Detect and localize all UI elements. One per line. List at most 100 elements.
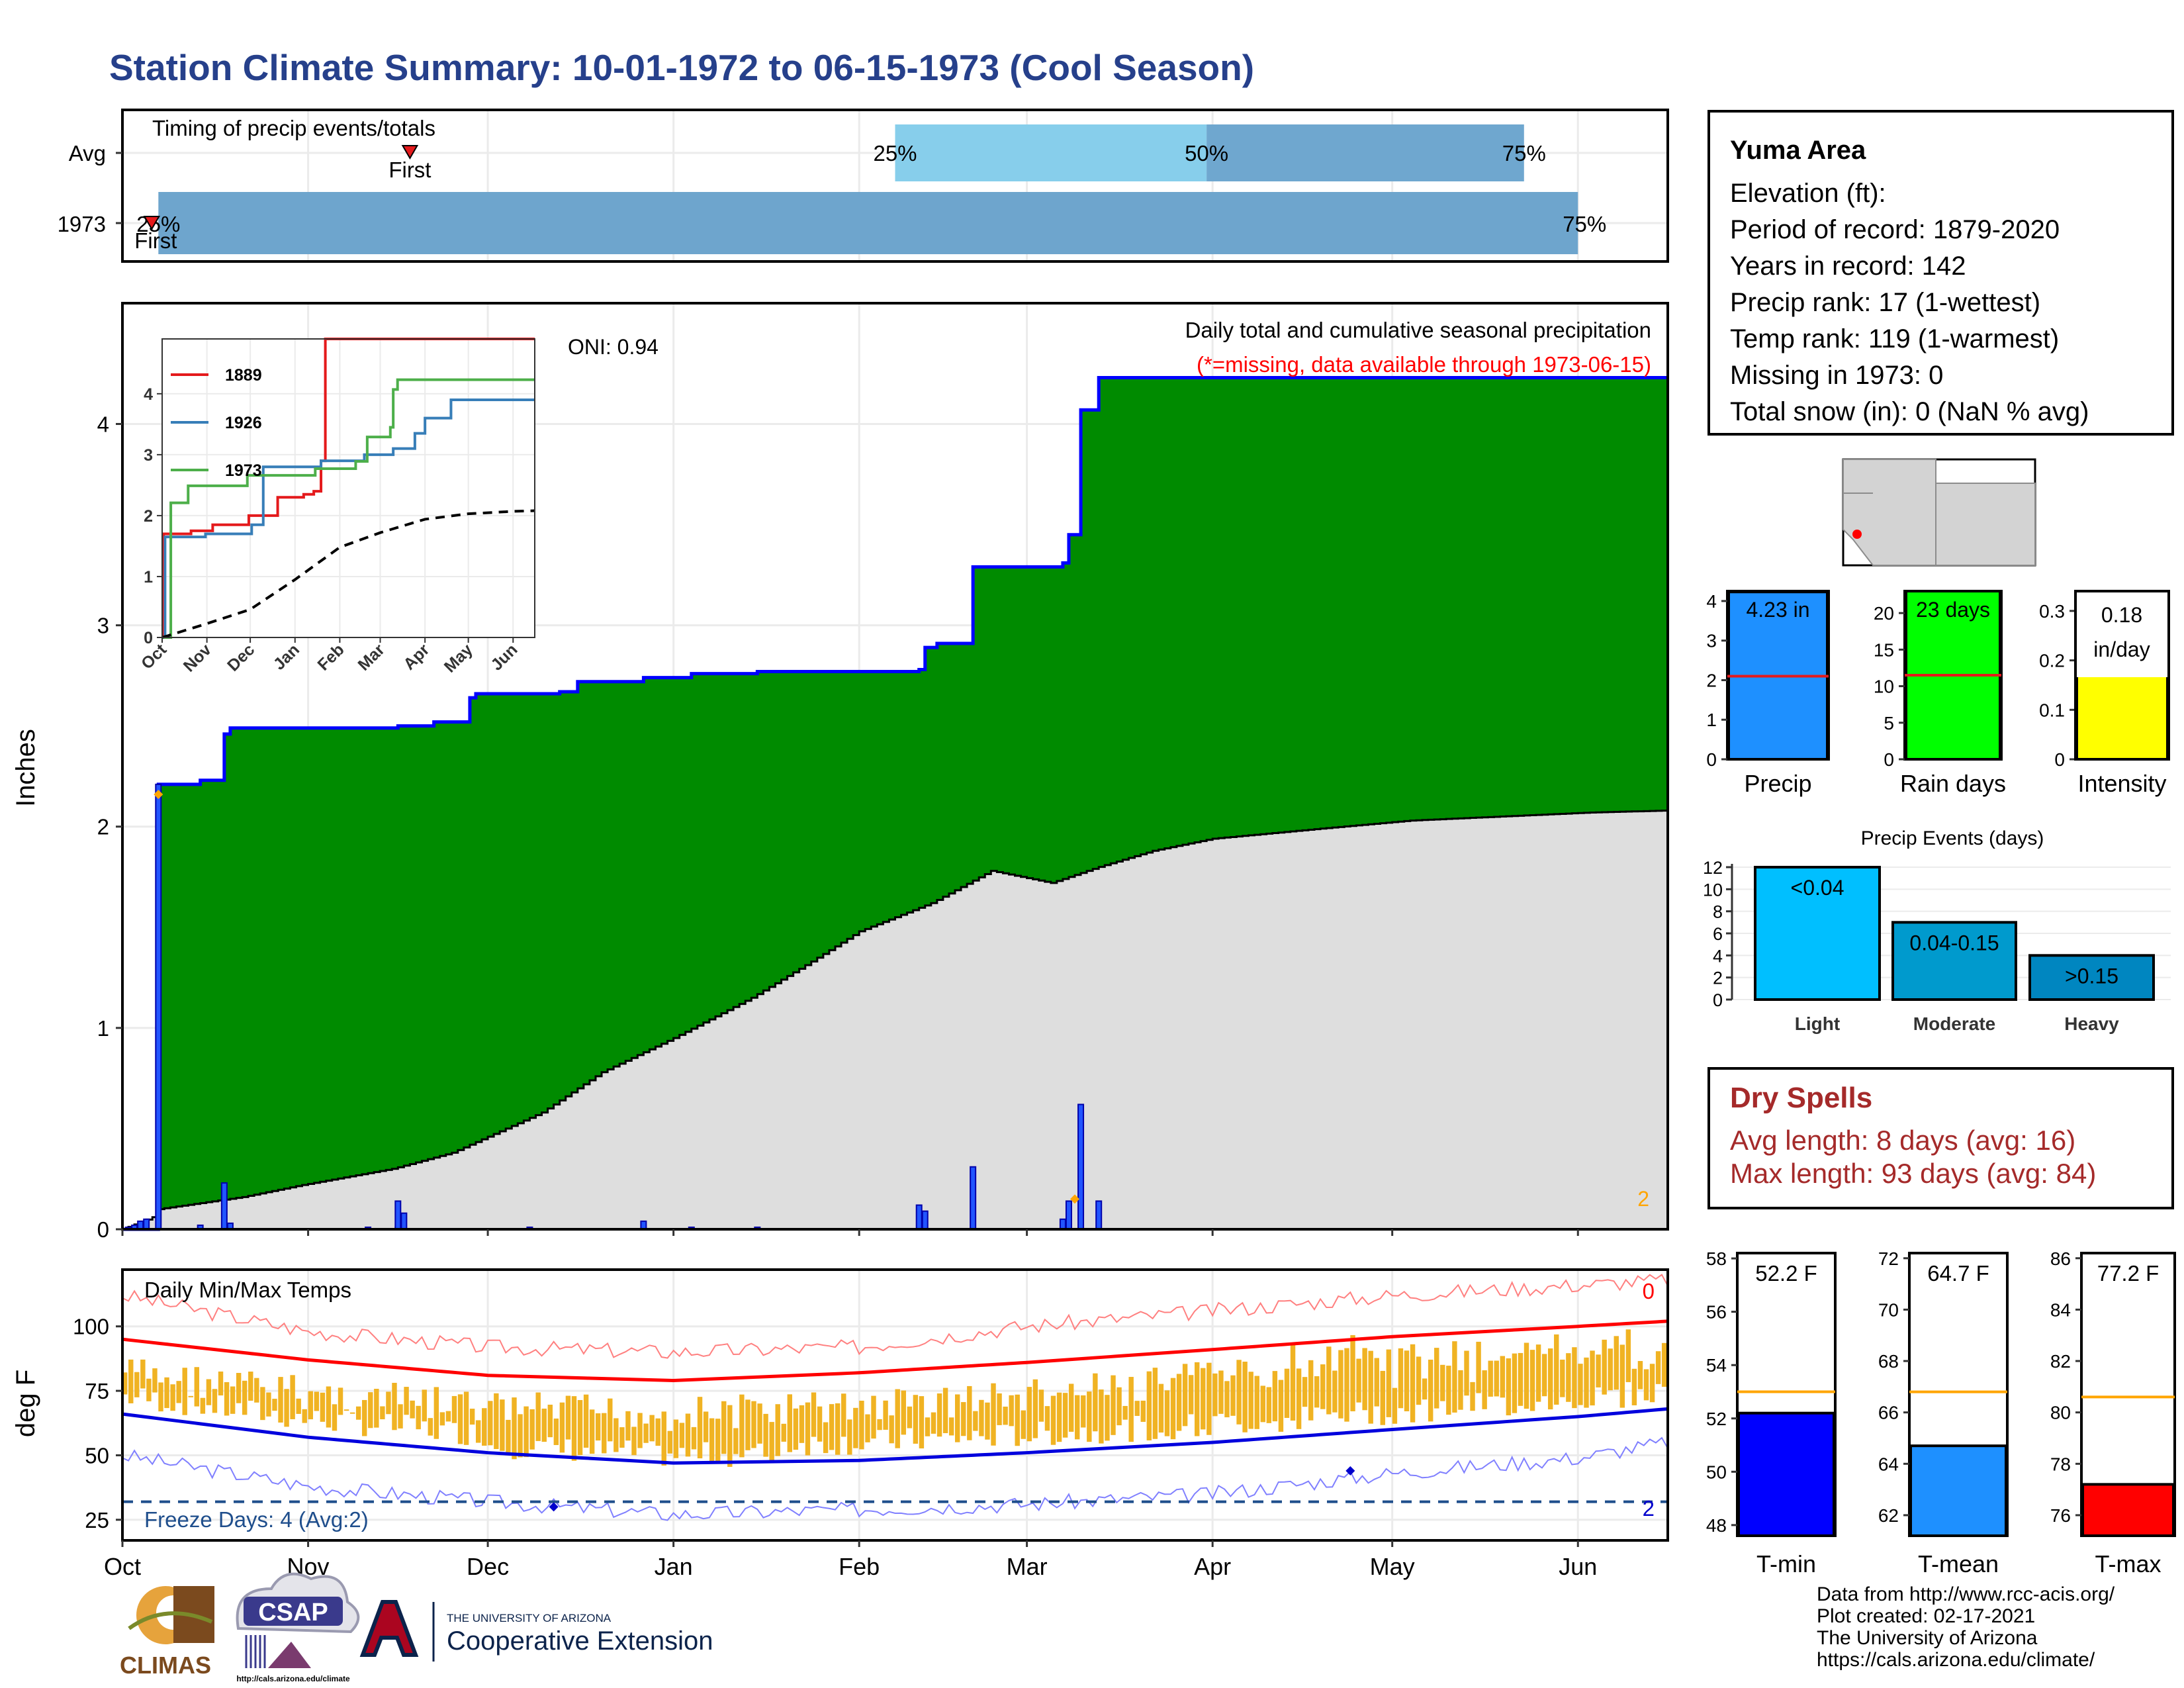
- temp-daily-bar: [260, 1387, 265, 1421]
- temp-bar-y-tick-label: 72: [1878, 1248, 1899, 1269]
- temp-daily-bar: [1015, 1394, 1020, 1446]
- temp-daily-bar: [1314, 1376, 1320, 1408]
- temp-daily-bar: [817, 1406, 823, 1442]
- temp-daily-bar: [757, 1403, 762, 1444]
- temp-daily-bar: [398, 1404, 403, 1429]
- temp-daily-bar: [1087, 1391, 1092, 1442]
- temp-daily-bar: [1416, 1356, 1422, 1405]
- temp-summary-bar: [1737, 1411, 1835, 1537]
- temp-daily-bar: [1494, 1360, 1499, 1397]
- temp-daily-bar: [272, 1399, 277, 1411]
- temp-daily-bar: [1201, 1368, 1206, 1430]
- avg-p75-label: 75%: [1502, 141, 1546, 165]
- daily-precip-bar: [1065, 1200, 1072, 1231]
- temp-daily-bar: [703, 1411, 709, 1442]
- temp-daily-bar: [1332, 1370, 1338, 1413]
- temp-daily-bar: [1032, 1379, 1038, 1438]
- temp-daily-bar: [308, 1391, 313, 1420]
- daily-precip-bar: [220, 1182, 228, 1231]
- temp-daily-bar: [1440, 1364, 1445, 1401]
- temp-daily-bar: [625, 1411, 631, 1441]
- climas-logo-text: CLIMAS: [120, 1652, 211, 1679]
- events-bar: [2028, 954, 2155, 1002]
- temp-daily-bar: [1578, 1364, 1583, 1405]
- temp-daily-bar: [343, 1409, 349, 1411]
- temp-daily-bar: [500, 1399, 505, 1451]
- temp-daily-bar: [242, 1380, 248, 1415]
- temp-daily-bar: [811, 1392, 817, 1437]
- summary-y-tick-label: 3: [1706, 631, 1717, 651]
- temp-daily-bar: [1062, 1393, 1068, 1438]
- temp-bar-y-tick-label: 68: [1878, 1351, 1899, 1372]
- temp-daily-bar: [194, 1367, 200, 1407]
- daily-precip-bar: [394, 1200, 402, 1231]
- credit-line: https://cals.arizona.edu/climate/: [1817, 1649, 2095, 1671]
- avg-first-label: First: [388, 158, 431, 182]
- summary-value-label: 23 days: [1916, 598, 1990, 622]
- daily-precip-bar: [970, 1166, 977, 1231]
- summary-value-label: 4.23 in: [1746, 598, 1809, 622]
- inset-legend-label: 1926: [225, 414, 262, 432]
- oni-label: ONI: 0.94: [568, 335, 659, 359]
- temp-daily-bar: [410, 1400, 415, 1419]
- temp-daily-bar: [1631, 1368, 1637, 1405]
- temp-daily-bar: [1230, 1375, 1236, 1416]
- temp-daily-bar: [691, 1427, 697, 1450]
- precip-events-title: Precip Events (days): [1861, 827, 2044, 849]
- temp-daily-bar: [1021, 1410, 1026, 1439]
- intensity-unit-label: in/day: [2093, 637, 2150, 661]
- temp-daily-bar: [1608, 1348, 1613, 1391]
- temp-y-label: deg F: [11, 1370, 40, 1437]
- temp-daily-bar: [1541, 1354, 1547, 1397]
- temp-daily-bar: [278, 1377, 283, 1423]
- temp-daily-bar: [290, 1375, 295, 1419]
- temp-daily-bar: [1290, 1344, 1296, 1421]
- temp-daily-bar: [469, 1409, 475, 1425]
- temp-bar-y-tick-label: 48: [1706, 1515, 1727, 1536]
- temp-daily-bar: [679, 1423, 685, 1448]
- temp-daily-bar: [1560, 1359, 1565, 1397]
- temp-daily-bar: [1218, 1370, 1224, 1414]
- summary-label: Precip: [1744, 770, 1811, 797]
- temp-daily-bar: [200, 1397, 206, 1414]
- dry-spells-title: Dry Spells: [1730, 1082, 1873, 1114]
- temp-daily-bar: [865, 1414, 870, 1442]
- temp-daily-bar: [1164, 1390, 1170, 1436]
- station-years: Years in record: 142: [1730, 252, 1966, 281]
- temp-x-tick-label: Dec: [467, 1553, 509, 1580]
- csap-logo-mountain: [268, 1642, 311, 1668]
- main-y-tick-label: 4: [97, 412, 109, 436]
- temp-daily-bar: [1428, 1359, 1433, 1422]
- daily-precip-bar: [155, 783, 162, 1230]
- missing-count: 2: [1637, 1187, 1649, 1211]
- inset-border: [161, 338, 535, 638]
- main-y-label: Inches: [11, 729, 40, 807]
- temp-daily-bar: [1260, 1385, 1265, 1423]
- events-y-tick-label: 6: [1713, 924, 1723, 944]
- temp-daily-bar: [841, 1393, 846, 1437]
- inset-series-line: [162, 378, 535, 639]
- temp-daily-bar: [254, 1378, 259, 1403]
- credits: Data from http://www.rcc-acis.org/ Plot …: [1817, 1583, 2115, 1671]
- temp-daily-bar: [122, 1372, 128, 1395]
- temp-daily-bar: [608, 1398, 613, 1442]
- dry-spells-max: Max length: 93 days (avg: 84): [1730, 1158, 2097, 1189]
- temp-daily-bar: [1410, 1344, 1416, 1423]
- credit-line: Data from http://www.rcc-acis.org/: [1817, 1583, 2115, 1605]
- temp-daily-bar: [506, 1419, 511, 1456]
- temp-daily-bar: [1482, 1370, 1487, 1409]
- temp-daily-bar: [1176, 1374, 1182, 1431]
- cumulative-line: [122, 376, 1668, 1231]
- temp-daily-bar: [895, 1389, 900, 1448]
- temp-daily-bar: [631, 1427, 637, 1456]
- temp-y-tick-label: 25: [85, 1508, 109, 1532]
- temp-daily-bar: [1248, 1372, 1253, 1429]
- temp-bar-y-tick-label: 50: [1706, 1462, 1727, 1482]
- climas-logo: CLIMAS: [120, 1586, 214, 1679]
- temp-daily-bar: [1566, 1353, 1571, 1402]
- station-elevation: Elevation (ft):: [1730, 179, 1886, 208]
- inset-bg: [162, 339, 535, 637]
- temp-daily-bar: [512, 1397, 517, 1460]
